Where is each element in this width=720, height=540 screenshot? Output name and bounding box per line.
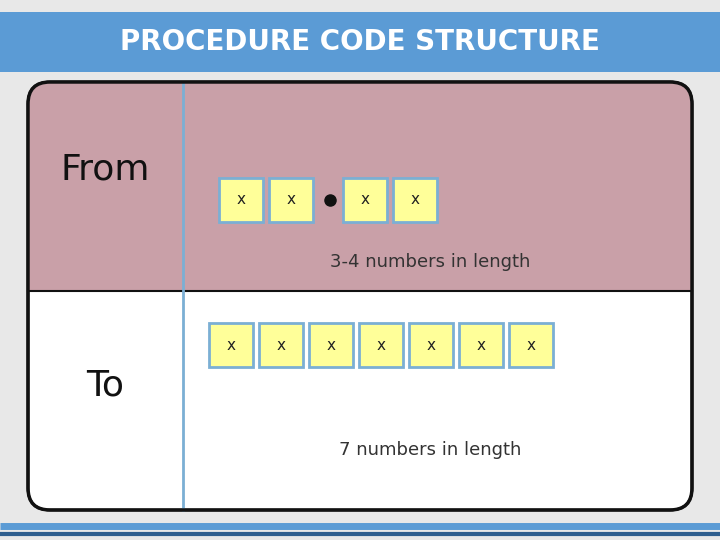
Text: x: x <box>410 192 420 207</box>
FancyBboxPatch shape <box>509 323 553 367</box>
FancyBboxPatch shape <box>259 323 303 367</box>
FancyBboxPatch shape <box>209 323 253 367</box>
FancyBboxPatch shape <box>28 82 692 510</box>
Text: From: From <box>60 153 150 187</box>
Text: To: To <box>86 368 124 402</box>
Text: x: x <box>326 338 336 353</box>
Text: x: x <box>287 192 295 207</box>
FancyBboxPatch shape <box>459 323 503 367</box>
Text: x: x <box>377 338 385 353</box>
Text: 7 numbers in length: 7 numbers in length <box>339 441 521 459</box>
Text: 3-4 numbers in length: 3-4 numbers in length <box>330 253 530 271</box>
FancyBboxPatch shape <box>28 82 692 291</box>
FancyBboxPatch shape <box>359 323 403 367</box>
FancyBboxPatch shape <box>343 178 387 222</box>
Text: x: x <box>236 192 246 207</box>
FancyBboxPatch shape <box>269 178 313 222</box>
Text: x: x <box>526 338 536 353</box>
FancyBboxPatch shape <box>219 178 263 222</box>
Text: x: x <box>276 338 286 353</box>
Text: PROCEDURE CODE STRUCTURE: PROCEDURE CODE STRUCTURE <box>120 28 600 56</box>
Text: x: x <box>426 338 436 353</box>
FancyBboxPatch shape <box>409 323 453 367</box>
Text: x: x <box>361 192 369 207</box>
Text: x: x <box>477 338 485 353</box>
Bar <box>0 12 720 72</box>
Bar <box>28 266 692 291</box>
FancyBboxPatch shape <box>309 323 353 367</box>
FancyBboxPatch shape <box>393 178 437 222</box>
Text: x: x <box>227 338 235 353</box>
